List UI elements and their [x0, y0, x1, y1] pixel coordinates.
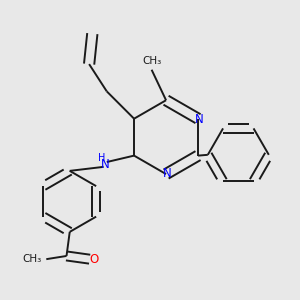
Text: N: N [163, 167, 172, 180]
Text: N: N [101, 158, 110, 171]
Text: CH₃: CH₃ [142, 56, 161, 66]
Text: CH₃: CH₃ [23, 254, 42, 264]
Text: N: N [195, 113, 204, 126]
Text: O: O [89, 253, 98, 266]
Text: H: H [98, 153, 106, 163]
